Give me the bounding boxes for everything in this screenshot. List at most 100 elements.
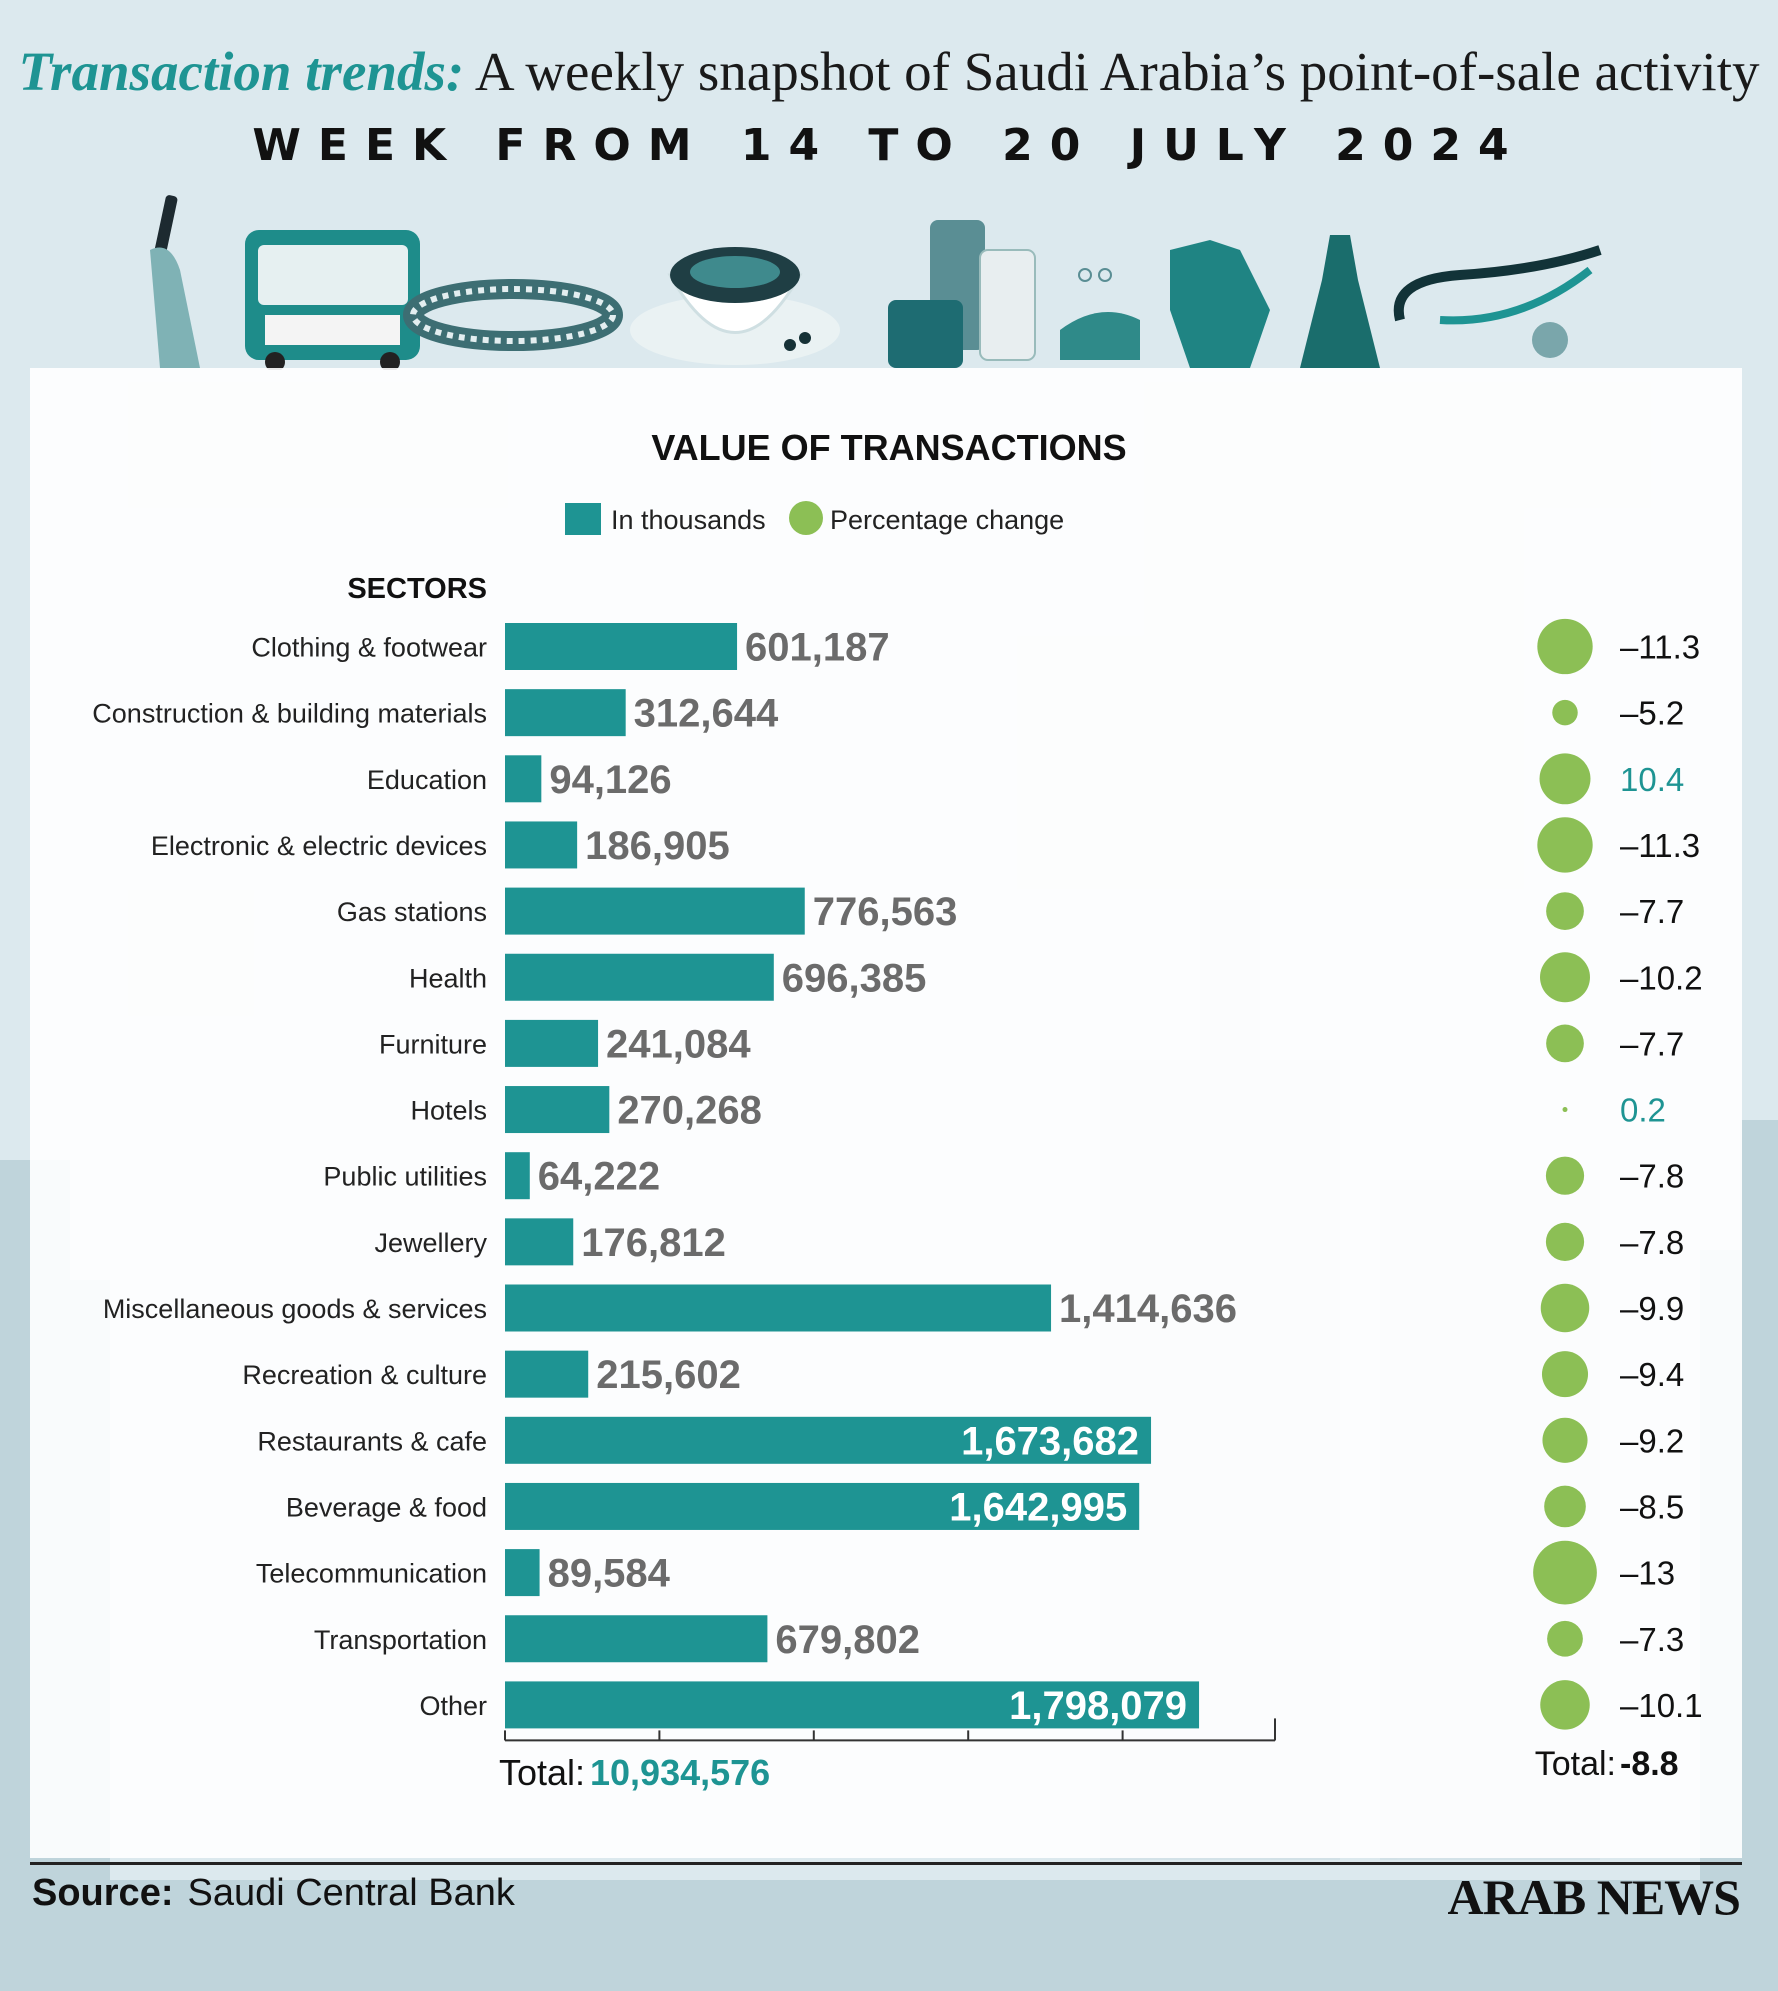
bar-value-label: 601,187 bbox=[745, 626, 890, 670]
title-rest: A weekly snapshot of Saudi Arabia’s poin… bbox=[464, 41, 1760, 102]
bar-value-label: 64,222 bbox=[538, 1155, 660, 1199]
bar-value-label: 1,673,682 bbox=[961, 1419, 1139, 1463]
sandals-icon bbox=[1060, 268, 1140, 360]
chart-panel bbox=[30, 368, 1742, 1858]
legend-bubble-label: Percentage change bbox=[830, 505, 1064, 535]
source-line: Source: Saudi Central Bank bbox=[32, 1872, 515, 1915]
chart-title: VALUE OF TRANSACTIONS bbox=[651, 427, 1126, 468]
change-label: –9.2 bbox=[1620, 1422, 1684, 1459]
legend-bubble-swatch bbox=[789, 501, 823, 535]
change-bubble bbox=[1544, 1485, 1586, 1528]
legend-bar-swatch bbox=[565, 503, 601, 535]
change-label: –7.8 bbox=[1620, 1158, 1684, 1195]
legend-bar-label: In thousands bbox=[611, 505, 766, 535]
bar-value-label: 176,812 bbox=[581, 1221, 726, 1265]
bar bbox=[505, 1549, 540, 1597]
bar bbox=[505, 1284, 1052, 1332]
change-bubble bbox=[1546, 892, 1584, 930]
category-label: Jewellery bbox=[374, 1228, 487, 1258]
total-change-label: Total: bbox=[1535, 1745, 1616, 1783]
change-label: –7.3 bbox=[1620, 1621, 1684, 1658]
category-label: Miscellaneous goods & services bbox=[103, 1294, 487, 1324]
category-label: Electronic & electric devices bbox=[151, 831, 487, 861]
bar bbox=[505, 1152, 530, 1200]
source-label: Source: bbox=[32, 1872, 174, 1914]
category-label: Health bbox=[409, 963, 487, 993]
total-value: 10,934,576 bbox=[590, 1752, 770, 1793]
change-label: 10.4 bbox=[1620, 761, 1684, 798]
category-label: Other bbox=[419, 1691, 487, 1721]
luggage-icon bbox=[888, 220, 1036, 368]
category-label: Education bbox=[367, 765, 487, 795]
bar-value-label: 94,126 bbox=[549, 758, 671, 802]
stethoscope-icon bbox=[1393, 245, 1602, 358]
category-label: Beverage & food bbox=[286, 1492, 487, 1522]
change-bubble bbox=[1533, 1540, 1597, 1605]
change-label: –11.3 bbox=[1620, 827, 1700, 864]
change-label: –7.8 bbox=[1620, 1224, 1684, 1261]
bar bbox=[505, 821, 578, 869]
change-bubble bbox=[1540, 952, 1590, 1003]
change-label: –10.2 bbox=[1620, 959, 1703, 996]
bar bbox=[505, 1019, 599, 1067]
change-label: –7.7 bbox=[1620, 893, 1684, 930]
total-value-label: Total: bbox=[499, 1752, 585, 1793]
change-bubble bbox=[1537, 618, 1593, 675]
change-label: –9.4 bbox=[1620, 1356, 1684, 1393]
bracelet-icon bbox=[403, 279, 623, 351]
category-label: Telecommunication bbox=[256, 1559, 487, 1589]
x-axis bbox=[504, 1718, 1276, 1742]
category-label: Construction & building materials bbox=[92, 699, 487, 729]
category-label: Recreation & culture bbox=[242, 1360, 487, 1390]
bar-value-label: 186,905 bbox=[585, 824, 730, 868]
bar-value-label: 270,268 bbox=[617, 1089, 762, 1133]
bar bbox=[505, 1350, 589, 1398]
sectors-header: SECTORS bbox=[347, 573, 487, 605]
bus-icon bbox=[245, 230, 420, 370]
page-title: Transaction trends: A weekly snapshot of… bbox=[0, 40, 1778, 103]
bar bbox=[505, 1681, 1200, 1729]
bar-value-label: 776,563 bbox=[813, 890, 958, 934]
title-lead: Transaction trends: bbox=[18, 41, 465, 102]
change-bubble bbox=[1547, 1620, 1583, 1657]
bar-value-label: 1,642,995 bbox=[949, 1485, 1127, 1529]
bar bbox=[505, 623, 738, 670]
bar-value-label: 215,602 bbox=[596, 1353, 741, 1397]
change-label: –11.3 bbox=[1620, 629, 1700, 666]
bar-value-label: 679,802 bbox=[775, 1618, 920, 1662]
change-label: –10.1 bbox=[1620, 1687, 1703, 1724]
coffee-cup-icon bbox=[630, 247, 840, 365]
footer-divider bbox=[30, 1862, 1742, 1865]
category-label: Gas stations bbox=[337, 897, 487, 927]
bar bbox=[505, 1416, 1152, 1464]
dress-icon bbox=[1300, 235, 1380, 368]
brand-logo: ARAB NEWS bbox=[1447, 1869, 1741, 1925]
change-label: –5.2 bbox=[1620, 695, 1684, 732]
bar bbox=[505, 755, 542, 803]
bar bbox=[505, 953, 774, 1001]
category-label: Restaurants & cafe bbox=[257, 1426, 487, 1456]
blouse-icon bbox=[1170, 240, 1270, 368]
category-label: Furniture bbox=[379, 1029, 487, 1059]
change-bubble bbox=[1541, 1351, 1589, 1398]
change-bubble bbox=[1540, 1283, 1590, 1333]
bar bbox=[505, 887, 805, 935]
change-bubble bbox=[1539, 753, 1591, 805]
category-label: Public utilities bbox=[323, 1162, 487, 1192]
bar-value-label: 89,584 bbox=[548, 1552, 671, 1596]
category-label: Hotels bbox=[410, 1096, 487, 1126]
total-change: -8.8 bbox=[1620, 1745, 1679, 1783]
change-bubble bbox=[1540, 1680, 1590, 1730]
source-value: Saudi Central Bank bbox=[187, 1872, 515, 1914]
bar-value-label: 312,644 bbox=[634, 692, 779, 736]
phone-hand-icon bbox=[150, 195, 200, 368]
change-label: –8.5 bbox=[1620, 1488, 1684, 1525]
change-label: –9.9 bbox=[1620, 1290, 1684, 1327]
bar-value-label: 241,084 bbox=[606, 1022, 751, 1066]
change-bubble bbox=[1546, 1024, 1584, 1063]
bar-value-label: 1,798,079 bbox=[1009, 1684, 1187, 1728]
week-subtitle: WEEK FROM 14 TO 20 JULY 2024 bbox=[252, 120, 1526, 171]
change-bubble bbox=[1542, 1417, 1588, 1463]
bar bbox=[505, 1086, 610, 1134]
